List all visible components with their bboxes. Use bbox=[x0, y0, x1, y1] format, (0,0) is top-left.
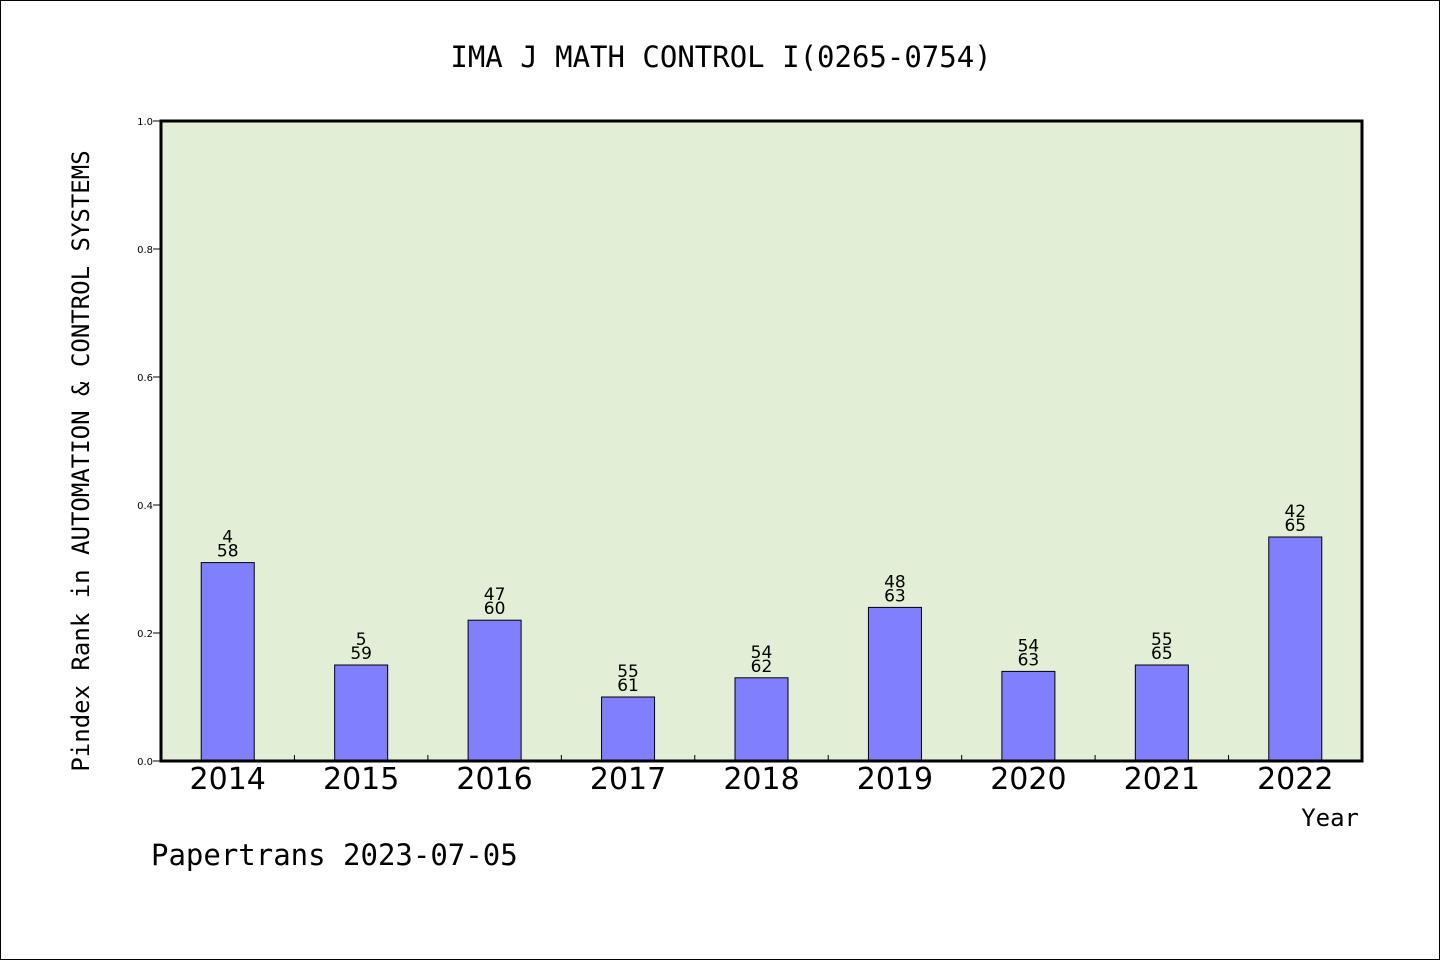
x-axis-label: Year bbox=[1301, 804, 1359, 832]
bar-total-label: 60 bbox=[484, 599, 506, 619]
bar-total-label: 58 bbox=[217, 542, 239, 562]
chart-title: IMA J MATH CONTROL I(0265-0754) bbox=[450, 40, 991, 74]
footer-credit: Papertrans 2023-07-05 bbox=[151, 838, 518, 872]
plot-area bbox=[161, 121, 1362, 761]
x-tick-label: 2014 bbox=[190, 762, 266, 797]
bar-2022 bbox=[1268, 536, 1323, 762]
bar-total-label: 61 bbox=[617, 676, 639, 696]
bar-total-label: 65 bbox=[1284, 516, 1306, 536]
y-axis-label: Pindex Rank in AUTOMATION & CONTROL SYST… bbox=[67, 150, 95, 771]
y-tick-label: 1.0 bbox=[137, 117, 153, 128]
bar-2016 bbox=[467, 619, 522, 762]
bar-2019 bbox=[867, 606, 922, 762]
x-tick-label: 2020 bbox=[990, 762, 1066, 797]
x-tick-label: 2017 bbox=[590, 762, 666, 797]
x-tick-label: 2022 bbox=[1257, 762, 1333, 797]
y-tick-label: 0.4 bbox=[137, 501, 153, 512]
y-tick-label: 0.0 bbox=[137, 757, 153, 768]
x-tick-label: 2015 bbox=[323, 762, 399, 797]
bar-2017 bbox=[601, 696, 656, 762]
plot-border bbox=[159, 119, 1364, 763]
bar-rank-label: 47 bbox=[484, 585, 506, 605]
bar-total-label: 65 bbox=[1151, 644, 1173, 664]
y-tick-label: 0.8 bbox=[137, 245, 153, 256]
bar-total-label: 62 bbox=[751, 657, 773, 677]
bar-rank-label: 5 bbox=[356, 630, 367, 650]
bar-total-label: 63 bbox=[1018, 650, 1040, 670]
bar-total-label: 59 bbox=[350, 644, 372, 664]
bar-rank-label: 54 bbox=[751, 643, 773, 663]
x-tick-label: 2016 bbox=[456, 762, 532, 797]
x-tick-label: 2021 bbox=[1124, 762, 1200, 797]
bar-rank-label: 42 bbox=[1284, 502, 1306, 522]
bar-2020 bbox=[1001, 670, 1056, 762]
bar-rank-label: 48 bbox=[884, 572, 906, 592]
bar-2021 bbox=[1134, 664, 1189, 762]
bar-2014 bbox=[200, 562, 255, 762]
bar-rank-label: 55 bbox=[1151, 630, 1173, 650]
bar-rank-label: 55 bbox=[617, 662, 639, 682]
bar-rank-label: 54 bbox=[1018, 636, 1040, 656]
bar-rank-label: 4 bbox=[222, 528, 233, 548]
y-tick-label: 0.2 bbox=[137, 629, 153, 640]
x-tick-label: 2019 bbox=[857, 762, 933, 797]
bar-2018 bbox=[734, 677, 789, 762]
y-tick-label: 0.6 bbox=[137, 373, 153, 384]
x-tick-label: 2018 bbox=[723, 762, 799, 797]
bar-total-label: 63 bbox=[884, 586, 906, 606]
bar-2015 bbox=[334, 664, 389, 762]
